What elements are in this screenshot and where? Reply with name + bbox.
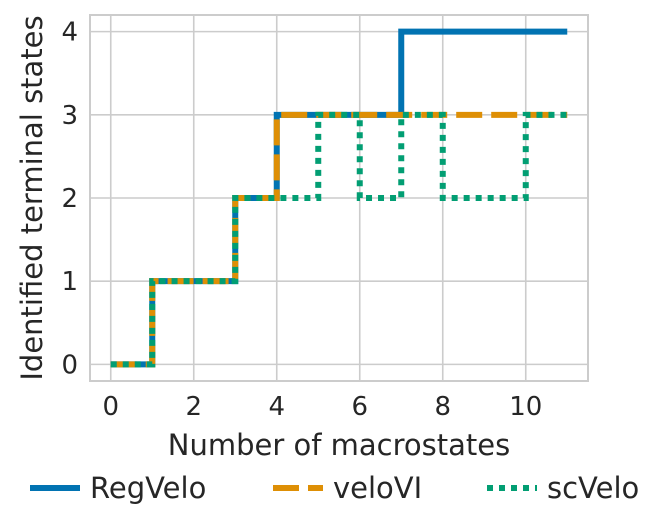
series-layer — [110, 28, 568, 368]
y-tick-label: 4 — [61, 18, 78, 48]
x-tick-label: 4 — [268, 392, 285, 422]
y-axis-label: Identified terminal states — [15, 15, 49, 380]
series-line-velovi — [110, 111, 568, 368]
y-tick-label: 2 — [61, 184, 78, 214]
y-tick-label: 0 — [61, 350, 78, 380]
y-tick-label: 1 — [61, 267, 78, 297]
legend-label-scvelo: scVelo — [547, 471, 639, 505]
x-tick-label: 0 — [102, 392, 119, 422]
plot-frame — [89, 14, 589, 382]
x-tick-label: 10 — [509, 392, 542, 422]
legend-label-regvelo: RegVelo — [90, 471, 206, 505]
x-tick-label: 8 — [434, 392, 451, 422]
legend: RegVelo veloVI scVelo — [30, 471, 639, 505]
y-tick-label: 3 — [61, 101, 78, 131]
tick-labels: 0 2 4 6 8 10 0 1 2 3 4 — [61, 18, 542, 422]
x-axis-label: Number of macrostates — [168, 428, 510, 462]
x-tick-label: 6 — [351, 392, 368, 422]
legend-label-velovi: veloVI — [333, 471, 422, 505]
x-tick-label: 2 — [185, 392, 202, 422]
series-line-scvelo — [110, 111, 568, 368]
